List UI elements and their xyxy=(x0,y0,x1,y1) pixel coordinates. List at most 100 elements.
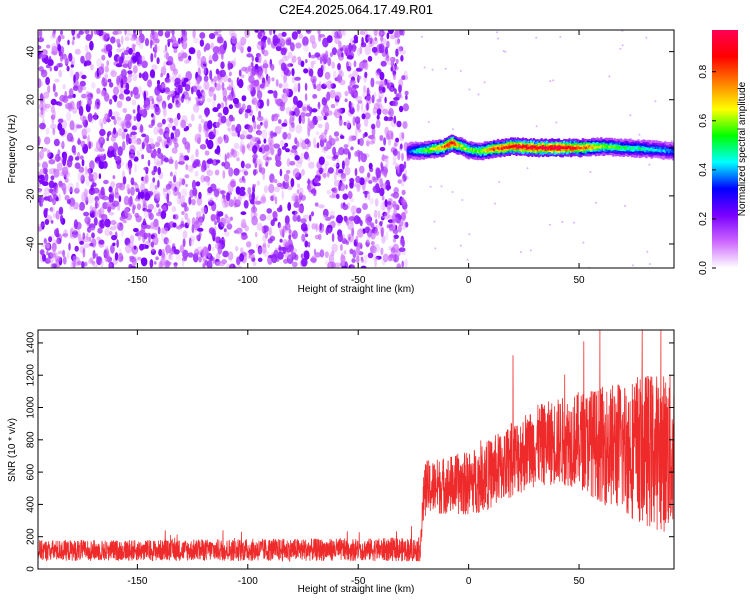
noise-speck xyxy=(150,248,156,256)
noise-speck xyxy=(237,130,240,138)
noise-speck xyxy=(317,67,324,78)
signal-cell xyxy=(634,146,637,150)
noise-speck xyxy=(252,145,258,154)
noise-speck xyxy=(392,73,397,81)
noise-speck xyxy=(163,107,167,117)
noise-speck xyxy=(109,145,114,152)
noise-speck xyxy=(451,191,454,193)
noise-speck xyxy=(181,93,185,99)
noise-speck xyxy=(386,130,394,140)
noise-speck xyxy=(196,196,203,206)
noise-speck xyxy=(272,34,279,44)
noise-speck xyxy=(310,54,316,59)
noise-speck xyxy=(355,175,361,184)
noise-speck xyxy=(215,68,220,75)
noise-speck xyxy=(344,98,348,103)
noise-speck xyxy=(257,99,264,109)
noise-speck xyxy=(275,79,279,87)
noise-speck xyxy=(122,60,129,68)
signal-cell xyxy=(532,145,535,151)
signal-cell xyxy=(665,149,668,152)
noise-speck xyxy=(94,210,98,219)
noise-speck xyxy=(181,257,187,262)
noise-speck xyxy=(371,94,375,104)
noise-speck xyxy=(269,195,275,201)
noise-speck xyxy=(235,126,239,133)
signal-cell xyxy=(435,146,439,149)
noise-speck xyxy=(397,165,400,174)
noise-speck xyxy=(392,100,398,107)
noise-speck xyxy=(155,256,159,261)
signal-cell xyxy=(461,145,464,151)
noise-speck xyxy=(348,216,356,222)
noise-speck xyxy=(285,148,291,153)
snr-y-tick-label: 1400 xyxy=(26,331,37,354)
noise-speck xyxy=(333,171,337,181)
noise-speck xyxy=(290,149,298,154)
noise-speck xyxy=(189,237,192,247)
noise-speck xyxy=(323,115,328,121)
noise-speck xyxy=(204,150,210,156)
noise-speck xyxy=(50,105,56,114)
noise-speck xyxy=(354,92,359,99)
noise-speck xyxy=(165,52,170,60)
noise-speck xyxy=(127,159,133,170)
noise-speck xyxy=(261,225,265,234)
signal-cell xyxy=(596,145,599,149)
noise-speck xyxy=(270,63,275,71)
noise-speck xyxy=(135,36,142,46)
noise-speck xyxy=(317,123,323,129)
noise-speck xyxy=(369,197,374,205)
noise-speck xyxy=(89,227,96,232)
spectrogram-y-tick-label: 0 xyxy=(26,145,37,151)
noise-speck xyxy=(136,112,142,122)
noise-speck xyxy=(53,244,56,255)
noise-speck xyxy=(256,195,259,199)
noise-speck xyxy=(128,59,133,69)
noise-speck xyxy=(288,234,292,241)
noise-speck xyxy=(353,60,357,68)
noise-speck xyxy=(94,147,100,153)
noise-speck xyxy=(398,247,406,253)
signal-cell xyxy=(580,146,583,150)
noise-speck xyxy=(371,123,376,130)
noise-speck xyxy=(268,183,275,194)
noise-speck xyxy=(301,116,306,124)
noise-speck xyxy=(178,56,184,62)
signal-cell xyxy=(625,146,628,149)
noise-speck xyxy=(148,210,152,219)
noise-speck xyxy=(56,227,59,236)
noise-speck xyxy=(246,53,253,58)
noise-speck xyxy=(146,143,152,154)
noise-speck xyxy=(231,30,236,37)
noise-speck xyxy=(143,167,149,171)
noise-speck xyxy=(195,77,201,86)
noise-speck xyxy=(39,150,45,159)
noise-speck xyxy=(128,47,133,55)
signal-cell xyxy=(617,147,620,150)
noise-speck xyxy=(295,42,302,49)
noise-speck xyxy=(298,141,303,148)
noise-speck xyxy=(61,170,69,177)
noise-speck xyxy=(66,111,72,122)
noise-speck xyxy=(156,160,162,167)
noise-speck xyxy=(178,191,181,200)
noise-speck xyxy=(153,44,161,53)
noise-speck xyxy=(149,181,156,192)
noise-speck xyxy=(38,162,41,167)
noise-speck xyxy=(195,148,199,158)
noise-speck xyxy=(44,173,49,182)
noise-speck xyxy=(264,67,268,75)
noise-speck xyxy=(375,218,378,225)
noise-speck xyxy=(131,125,138,131)
noise-speck xyxy=(43,54,49,65)
noise-speck xyxy=(386,56,394,66)
noise-speck xyxy=(72,259,76,268)
noise-speck xyxy=(113,111,120,119)
noise-speck xyxy=(197,227,204,232)
signal-cell xyxy=(438,146,441,149)
noise-speck xyxy=(273,90,278,99)
noise-speck xyxy=(325,227,329,236)
noise-speck xyxy=(147,203,154,211)
noise-speck xyxy=(217,211,224,217)
